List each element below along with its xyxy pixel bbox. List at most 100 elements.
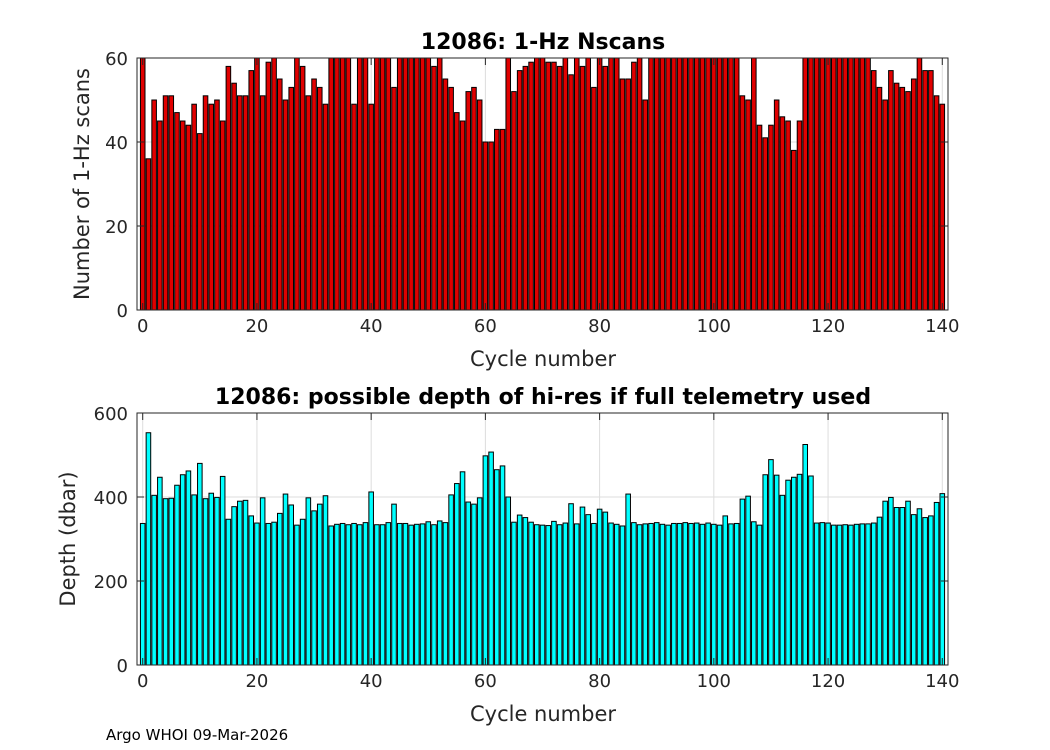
- nscans-bar: [779, 116, 786, 311]
- depth-bar: [391, 503, 397, 666]
- depth-bar: [722, 515, 729, 666]
- depth-bar: [225, 518, 232, 666]
- depth-bar: [928, 515, 934, 666]
- nscans-bar: [899, 86, 906, 311]
- nscans-chart: 0 20 40 60 80 100 120 140 0 20 40 60 12086: 1-Hz Ns…: [70, 30, 959, 371]
- depth-bar: [716, 524, 723, 666]
- depth-bar: [825, 522, 831, 666]
- nscans-bar: [551, 61, 557, 311]
- nscans-bar: [545, 61, 551, 311]
- depth-ytick-label: 200: [94, 572, 128, 593]
- nscans-bar: [414, 57, 420, 311]
- depth-bar: [174, 484, 180, 666]
- nscans-bar: [659, 57, 666, 311]
- nscans-bar: [830, 57, 837, 311]
- nscans-bar: [802, 57, 809, 311]
- nscans-bar: [202, 95, 209, 311]
- nscans-xtick-label: 80: [588, 316, 611, 337]
- depth-bar: [294, 524, 300, 666]
- nscans-bar: [294, 57, 300, 311]
- nscans-bar: [431, 65, 437, 311]
- nscans-bar: [699, 57, 706, 311]
- nscans-bar: [842, 57, 848, 311]
- nscans-bar: [231, 82, 237, 311]
- nscans-bar: [556, 65, 563, 311]
- depth-bar: [139, 522, 146, 666]
- depth-chart: 0 20 40 60 80 100 120 140 0 200 400 600 12086: poss…: [56, 385, 959, 726]
- nscans-bar: [876, 86, 883, 311]
- depth-bar: [751, 521, 757, 666]
- depth-bar: [568, 503, 574, 666]
- depth-bar: [916, 508, 923, 666]
- depth-bar: [505, 496, 512, 666]
- nscans-bar: [882, 99, 888, 311]
- nscans-xtick-label: 20: [245, 316, 268, 337]
- nscans-bar: [185, 124, 192, 311]
- nscans-bar: [316, 86, 323, 311]
- nscans-xtick-label: 40: [360, 316, 383, 337]
- depth-bar: [265, 522, 272, 666]
- nscans-bar: [516, 70, 523, 311]
- nscans-bar: [459, 120, 466, 311]
- nscans-bar: [916, 57, 923, 311]
- depth-bar: [316, 503, 323, 666]
- depth-bar: [511, 521, 517, 666]
- nscans-xtick-label: 0: [137, 316, 148, 337]
- nscans-bar: [259, 95, 266, 311]
- nscans-bar: [813, 57, 820, 311]
- depth-bar: [591, 522, 597, 666]
- depth-bar: [168, 497, 175, 666]
- nscans-ytick-label: 40: [105, 133, 128, 154]
- nscans-bar: [893, 82, 900, 311]
- depth-bar: [345, 524, 352, 666]
- nscans-xtick-label: 60: [474, 316, 497, 337]
- depth-bar: [288, 504, 294, 666]
- depth-bar: [328, 525, 334, 666]
- nscans-bar: [505, 57, 512, 311]
- nscans-bar: [288, 86, 294, 311]
- nscans-bar: [933, 95, 940, 311]
- depth-bar: [870, 522, 877, 666]
- depth-bar: [682, 522, 689, 666]
- nscans-bar: [613, 57, 620, 311]
- nscans-bar: [425, 57, 432, 311]
- depth-bar: [465, 501, 472, 666]
- nscans-bar: [853, 57, 860, 311]
- depth-bar: [368, 491, 374, 666]
- depth-bar: [516, 514, 523, 666]
- nscans-bar: [722, 57, 729, 311]
- nscans-bar: [648, 57, 654, 311]
- depth-bar: [425, 521, 432, 666]
- nscans-bar: [676, 57, 683, 311]
- nscans-bar: [705, 57, 711, 311]
- nscans-bar: [242, 95, 249, 311]
- nscans-bar: [385, 57, 392, 311]
- depth-title: 12086: possible depth of hi-res if full …: [215, 385, 871, 410]
- depth-bar: [534, 524, 540, 666]
- depth-bar: [882, 500, 888, 666]
- depth-bar: [579, 506, 586, 666]
- nscans-bar: [168, 95, 175, 311]
- depth-bar: [613, 523, 620, 666]
- nscans-xtick-label: 100: [697, 316, 731, 337]
- nscans-bar: [905, 91, 911, 311]
- nscans-bar: [688, 57, 694, 311]
- depth-bar: [865, 523, 871, 666]
- depth-axes-box: [136, 412, 949, 666]
- depth-xtick-label: 120: [811, 671, 845, 692]
- depth-bar: [636, 524, 643, 666]
- depth-xtick-label: 60: [474, 671, 497, 692]
- nscans-ytick-label: 20: [105, 217, 128, 238]
- depth-xtick-label: 140: [925, 671, 959, 692]
- depth-bar: [334, 523, 340, 666]
- nscans-bar: [488, 141, 494, 311]
- nscans-bar: [299, 65, 306, 311]
- nscans-bar: [870, 70, 877, 311]
- depth-bar: [596, 508, 603, 666]
- nscans-bar: [928, 70, 934, 311]
- depth-bar: [219, 475, 226, 666]
- depth-xtick-label: 40: [360, 671, 383, 692]
- depth-bar: [494, 469, 500, 666]
- depth-bar: [436, 520, 443, 666]
- depth-bar: [362, 522, 369, 666]
